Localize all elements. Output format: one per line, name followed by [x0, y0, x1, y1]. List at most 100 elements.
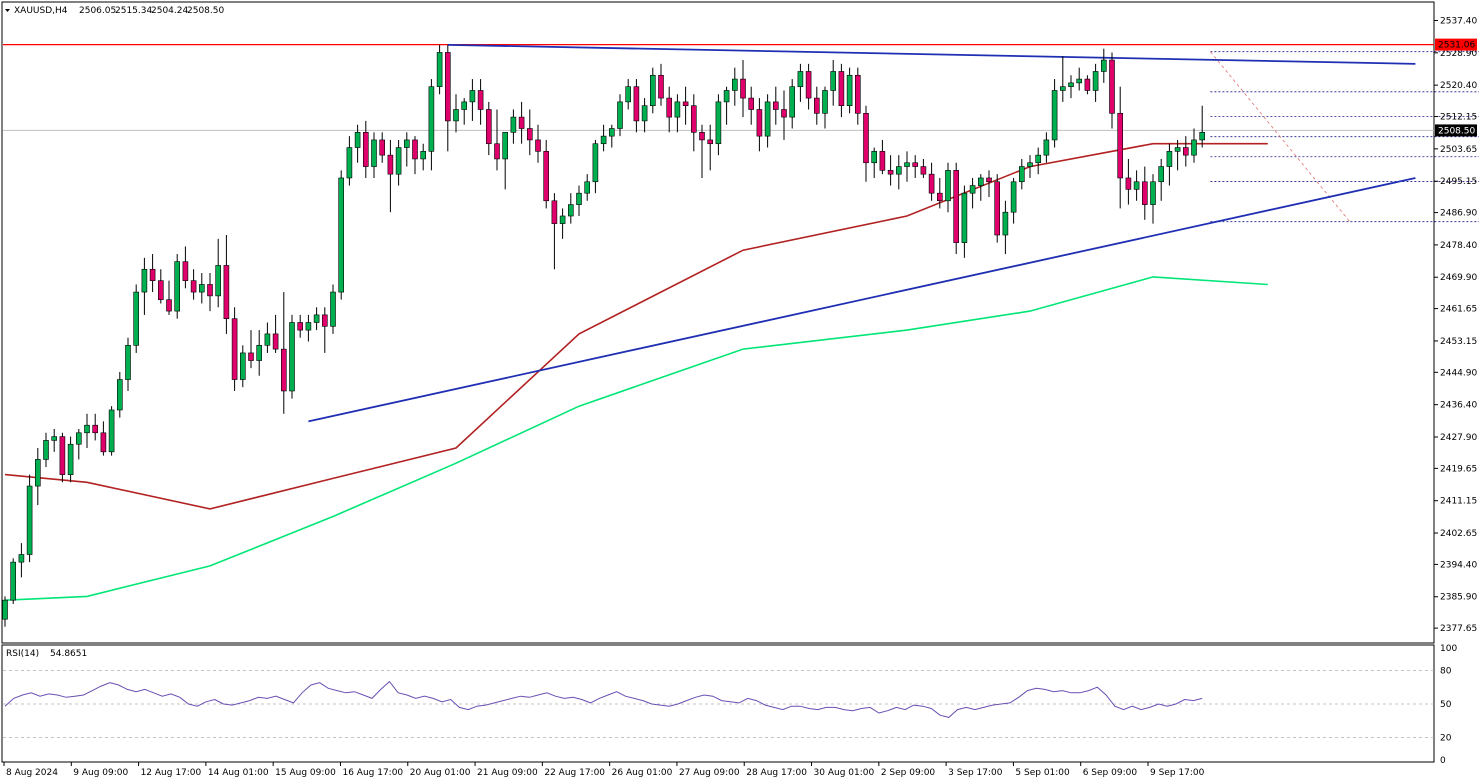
price-tick-label: 2503.65 [1440, 145, 1477, 155]
candle-body [813, 97, 820, 114]
candle-body [141, 268, 148, 293]
candle-body [453, 109, 459, 122]
price-pane[interactable]: 100.0 - 2529.2076.4 - 2518.6561.8 - 2512… [2, 43, 1479, 627]
price-tick-label: 2520.40 [1440, 81, 1477, 91]
candle-body [264, 333, 271, 346]
bearish-candle [879, 139, 886, 175]
candle-body [781, 109, 787, 118]
bullish-candle [354, 124, 361, 163]
candle-body [1191, 139, 1197, 156]
candle-body [1035, 154, 1041, 164]
bullish-candle [789, 79, 796, 129]
bearish-candle [444, 44, 451, 152]
bearish-candle [863, 105, 869, 182]
bullish-candle [10, 558, 16, 604]
candle-body [18, 554, 25, 563]
bearish-candle [297, 314, 304, 338]
candle-body [879, 151, 886, 171]
bullish-candle [133, 284, 139, 353]
rsi-pane-frame [1, 644, 1435, 763]
price-tick-label: 2394.40 [1440, 560, 1477, 570]
resistance-price-badge: 2531.06 [1438, 41, 1475, 51]
time-tick-label: 22 Aug 17:00 [544, 768, 605, 778]
bullish-candle [1027, 155, 1033, 178]
bullish-candle [822, 86, 828, 129]
candle-body [305, 322, 312, 331]
bearish-candle [986, 170, 992, 197]
price-tick-label: 2461.65 [1440, 305, 1477, 315]
bullish-candle [43, 432, 49, 468]
candle-body [666, 97, 673, 118]
candle-body [772, 101, 779, 110]
candle-body [928, 173, 935, 194]
bullish-candle [469, 79, 476, 121]
bullish-candle [1002, 200, 1009, 255]
candle-body [280, 348, 287, 392]
bearish-candle [412, 136, 418, 175]
candle-body [699, 132, 705, 141]
time-tick-label: 12 Aug 17:00 [141, 768, 202, 778]
bullish-candle [67, 436, 74, 483]
bullish-candle [584, 174, 591, 201]
candle-body [321, 314, 328, 327]
bullish-candle [625, 79, 632, 110]
bullish-candle [977, 174, 984, 201]
candle-body [707, 139, 714, 145]
rsi-pane[interactable] [3, 670, 1434, 738]
candle-body [1150, 181, 1156, 205]
candle-body [1101, 59, 1107, 72]
candle-body [576, 192, 582, 205]
bullish-candle [904, 151, 910, 182]
bearish-candle [362, 120, 369, 178]
bullish-candle [125, 337, 131, 391]
candle-body [986, 177, 992, 183]
bullish-candle [289, 314, 295, 399]
bullish-candle [1018, 158, 1025, 190]
bullish-candle [18, 543, 25, 578]
candle-body [59, 436, 66, 475]
candle-body [805, 71, 812, 99]
bullish-candle [371, 132, 377, 178]
bullish-candle [502, 132, 509, 190]
bearish-candle [756, 98, 763, 152]
bullish-candle [1035, 147, 1041, 175]
candle-body [117, 379, 123, 411]
candle-body [1183, 147, 1189, 156]
bullish-candle [1060, 56, 1066, 102]
bullish-candle [141, 257, 148, 315]
bullish-candle [395, 139, 402, 186]
bearish-candle [321, 307, 328, 353]
bearish-candle [813, 86, 820, 125]
candle-body [199, 284, 205, 293]
candle-body [830, 71, 837, 91]
price-tick-label: 2495.15 [1440, 177, 1477, 187]
candle-body [43, 440, 49, 460]
time-tick-label: 14 Aug 01:00 [208, 768, 269, 778]
price-tick-label: 2419.65 [1440, 464, 1477, 474]
bullish-candle [969, 177, 976, 209]
bearish-candle [994, 174, 1001, 243]
bullish-candle [1101, 48, 1107, 83]
bearish-candle [207, 273, 213, 312]
bullish-candle [436, 44, 443, 95]
price-pane-frame [1, 1, 1435, 644]
candle-body [649, 74, 656, 106]
candle-body [240, 352, 246, 380]
bullish-candle [1043, 132, 1050, 163]
bullish-candle [895, 155, 902, 190]
candle-body [904, 162, 910, 167]
rsi-tick-label: 80 [1440, 666, 1452, 676]
rsi-header: RSI(14) 54.8651 [6, 649, 87, 659]
price-tick-label: 2537.40 [1440, 16, 1477, 26]
candle-body [567, 204, 574, 217]
candle-body [174, 261, 180, 312]
bullish-candle [51, 429, 58, 452]
candle-body [494, 143, 500, 160]
bullish-candle [608, 124, 615, 148]
candle-body [346, 147, 353, 179]
bearish-candle [1142, 166, 1148, 220]
bearish-candle [699, 124, 705, 178]
price-tick-label: 2411.15 [1440, 497, 1477, 507]
candle-body [1084, 78, 1091, 91]
bearish-candle [690, 94, 697, 152]
